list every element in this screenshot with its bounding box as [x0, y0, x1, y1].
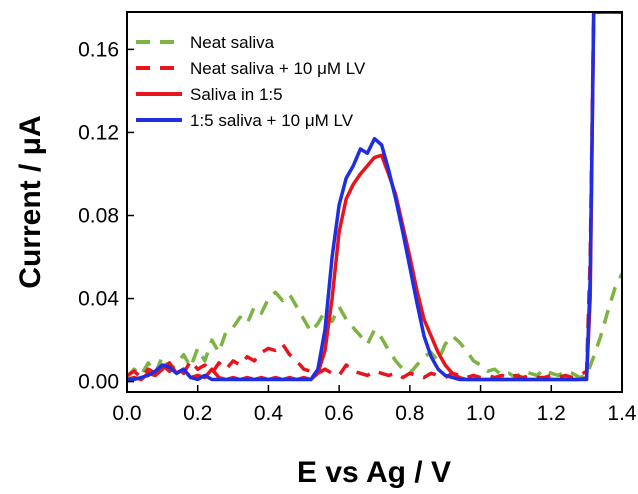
x-tick-label: 0.4 [254, 402, 284, 425]
series-line-2 [127, 12, 622, 380]
legend-label-3: Saliva in 1:5 [190, 85, 283, 104]
x-tick-label: 0.2 [183, 402, 212, 425]
y-tick-label: 0.04 [78, 288, 119, 311]
x-tick-label: 1.2 [537, 402, 566, 425]
plot-frame [126, 11, 623, 393]
legend-label-4: 1:5 saliva + 10 μM LV [190, 111, 354, 130]
y-tick-label: 0.00 [78, 371, 119, 394]
x-axis-title: E vs Ag / V [297, 456, 451, 489]
x-tick-label: 1.4 [607, 402, 637, 425]
legend-label-1: Neat saliva [190, 33, 275, 52]
x-tick-label: 1.0 [466, 402, 495, 425]
legend-label-2: Neat saliva + 10 μM LV [190, 59, 366, 78]
series-line-1 [127, 272, 622, 380]
x-tick-label: 0.8 [395, 402, 424, 425]
x-tick-label: 0.6 [325, 402, 354, 425]
series-line-4 [127, 12, 622, 382]
y-axis-title: Current / μA [14, 115, 47, 288]
y-tick-label: 0.12 [78, 121, 119, 144]
y-tick-label: 0.08 [78, 204, 119, 227]
y-tick-label: 0.16 [78, 38, 119, 61]
x-tick-label: 0.0 [112, 402, 141, 425]
